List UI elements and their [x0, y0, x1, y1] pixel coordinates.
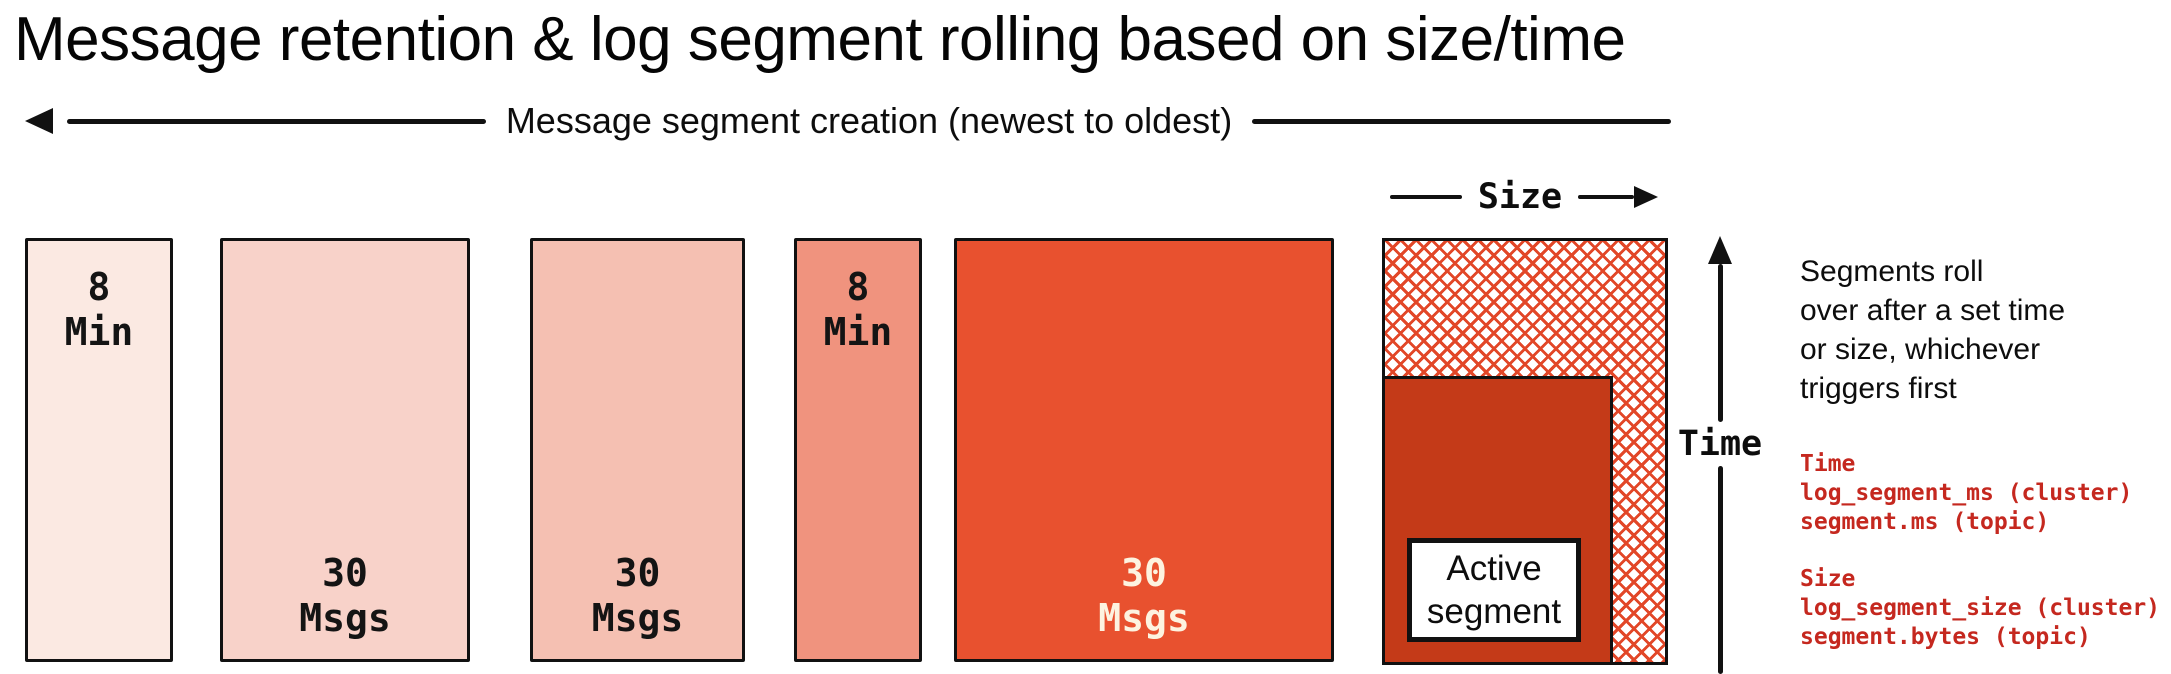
segment-allowance-hatch: Active segment [1382, 238, 1668, 665]
axis-line [1717, 466, 1723, 674]
segment-label-line2: Msgs [299, 596, 391, 640]
segment-box-4: 8 Min [794, 238, 922, 662]
segment-box-3: 30 Msgs [530, 238, 745, 662]
arrowhead-up-icon [1708, 236, 1732, 264]
note-line: or size, whichever [1800, 333, 2041, 366]
segment-label-line1: 8 [87, 265, 111, 309]
arrow-right-icon [1578, 186, 1659, 208]
segment-box-1: 8 Min [25, 238, 173, 662]
segment-label: 30 Msgs [957, 551, 1331, 659]
active-segment-label-line2: segment [1426, 592, 1562, 631]
notes-panel: Segments roll over after a set time or s… [1800, 252, 2171, 652]
creation-axis: Message segment creation (newest to olde… [25, 100, 1671, 141]
segment-label-line2: Min [823, 310, 893, 354]
size-config-group: Size log_segment_size (cluster) segment.… [1800, 565, 2171, 652]
size-config-line: log_segment_size (cluster) [1800, 595, 2161, 621]
time-config-heading: Time [1800, 451, 1856, 477]
segment-box-2: 30 Msgs [220, 238, 470, 662]
note-line: over after a set time [1800, 294, 2066, 327]
segment-label-line2: Msgs [1098, 596, 1190, 640]
segment-label-line1: 30 [322, 551, 368, 595]
time-axis: Time [1676, 236, 1764, 674]
active-segment-box: Active segment [1382, 376, 1613, 665]
segment-label-line2: Min [64, 310, 134, 354]
segment-label-line2: Msgs [591, 596, 684, 640]
segment-label: 30 Msgs [533, 551, 742, 659]
size-config-heading: Size [1800, 566, 1856, 592]
active-segment-label: Active segment [1407, 538, 1581, 642]
arrowhead-right-icon [1634, 186, 1659, 208]
size-axis-label: Size [1477, 177, 1563, 217]
segment-label: 30 Msgs [223, 551, 467, 659]
segment-label-line1: 30 [1121, 551, 1167, 595]
axis-line [1717, 264, 1723, 422]
segment-label: 8 Min [28, 241, 170, 355]
axis-line [1389, 195, 1462, 199]
arrow-left-icon [25, 108, 53, 134]
page-title: Message retention & log segment rolling … [14, 5, 1626, 74]
time-config-line: log_segment_ms (cluster) [1800, 480, 2133, 506]
time-axis-label: Time [1677, 424, 1763, 464]
size-config-line: segment.bytes (topic) [1800, 624, 2091, 650]
note-line: triggers first [1800, 372, 1957, 405]
note-line: Segments roll [1800, 255, 1984, 288]
time-config-group: Time log_segment_ms (cluster) segment.ms… [1800, 450, 2171, 537]
segment-label-line1: 30 [614, 551, 661, 595]
size-axis: Size [1378, 177, 1670, 217]
segment-label: 8 Min [797, 241, 919, 355]
active-segment-label-line1: Active [1446, 549, 1542, 588]
axis-line [1578, 195, 1635, 199]
creation-axis-label: Message segment creation (newest to olde… [505, 100, 1233, 141]
segment-label-line1: 8 [846, 265, 870, 309]
axis-line [67, 118, 486, 124]
time-config-line: segment.ms (topic) [1800, 509, 2050, 535]
axis-line [1252, 118, 1671, 124]
segment-box-5: 30 Msgs [954, 238, 1334, 662]
